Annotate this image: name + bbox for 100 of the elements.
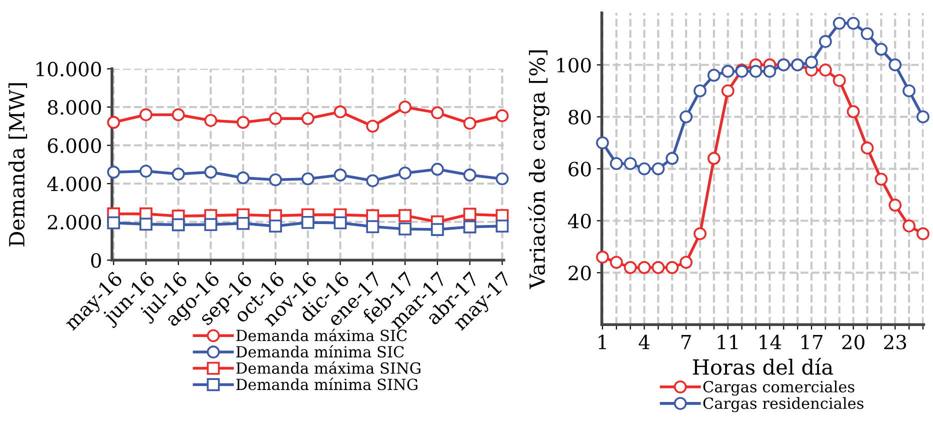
- point: [916, 227, 930, 240]
- point: [832, 74, 846, 87]
- x-tick-label: 17: [802, 334, 822, 350]
- point: [610, 157, 623, 170]
- point: [301, 172, 314, 186]
- point: [172, 218, 185, 232]
- y-tick-label: 2.000: [48, 214, 101, 230]
- y-tick-label: 4.000: [47, 176, 101, 192]
- point: [652, 162, 665, 176]
- point: [366, 220, 380, 234]
- y-tick-label: 8.000: [48, 100, 101, 115]
- point: [694, 84, 706, 98]
- x-tick-label: 20: [842, 334, 864, 350]
- point: [398, 100, 412, 114]
- point: [902, 84, 916, 98]
- x-tick-label: 1: [598, 334, 606, 350]
- point: [140, 164, 152, 178]
- legend-label: Cargas comerciales: [703, 380, 854, 396]
- y-tick-label: 6.000: [48, 138, 101, 154]
- y-tick-label: 10.000: [36, 62, 101, 76]
- point: [874, 172, 888, 186]
- point: [398, 222, 412, 236]
- point: [596, 250, 609, 264]
- legend-label: Demanda mínima SING: [236, 378, 418, 390]
- point: [846, 105, 860, 118]
- y-tick-label: 0: [91, 253, 101, 268]
- point: [624, 261, 637, 274]
- point: [269, 173, 282, 186]
- point: [874, 42, 888, 56]
- point: [140, 218, 152, 231]
- x-axis-title: Horas del día: [692, 358, 834, 375]
- point: [463, 220, 476, 234]
- legend-label: Cargas residenciales: [703, 397, 864, 412]
- point: [860, 27, 874, 40]
- point: [749, 64, 762, 78]
- point: [763, 64, 776, 78]
- point: [301, 216, 314, 229]
- point: [832, 16, 846, 30]
- point: [496, 109, 509, 122]
- legend-label: Demanda máxima SIC: [236, 328, 407, 342]
- point: [140, 108, 152, 122]
- point: [860, 142, 874, 154]
- point: [236, 171, 250, 184]
- point: [107, 216, 120, 230]
- point: [496, 220, 509, 233]
- point: [610, 256, 623, 269]
- x-tick-label: 11: [718, 334, 738, 350]
- point: [236, 216, 250, 230]
- legend-label: Demanda mínima SIC: [236, 345, 404, 358]
- point: [463, 168, 476, 182]
- point: [398, 209, 412, 222]
- point: [638, 162, 651, 176]
- point: [107, 116, 120, 129]
- point: [818, 64, 832, 77]
- point: [204, 166, 218, 179]
- x-tick-label: 23: [884, 334, 906, 350]
- point: [707, 68, 720, 82]
- point: [430, 223, 444, 236]
- point: [805, 56, 818, 69]
- point: [888, 58, 902, 72]
- point: [916, 110, 930, 124]
- point: [204, 218, 218, 232]
- point: [818, 35, 832, 48]
- point: [366, 174, 380, 188]
- y-tick-label: 60: [568, 162, 591, 176]
- point: [902, 219, 916, 232]
- point: [172, 108, 185, 122]
- x-tick-label: 7: [682, 334, 691, 350]
- point: [680, 110, 693, 124]
- point: [721, 64, 734, 78]
- point: [107, 166, 120, 179]
- point: [204, 114, 218, 127]
- point: [334, 168, 347, 182]
- x-tick-label: 14: [760, 334, 782, 350]
- point: [846, 16, 860, 30]
- point: [694, 227, 706, 240]
- point: [334, 105, 347, 118]
- point: [366, 120, 380, 133]
- y-axis-title: Demanda [MW]: [8, 83, 28, 246]
- point: [172, 168, 185, 181]
- point: [666, 152, 679, 165]
- point: [430, 162, 444, 176]
- point: [624, 157, 637, 170]
- y-tick-label: 100: [557, 58, 591, 73]
- point: [596, 136, 609, 150]
- legend-label: Demanda máxima SING: [236, 361, 420, 374]
- point: [638, 261, 651, 274]
- point: [463, 116, 476, 130]
- point: [888, 198, 902, 212]
- point: [269, 112, 282, 126]
- point: [236, 116, 250, 129]
- point: [666, 261, 679, 274]
- point: [398, 166, 412, 180]
- point: [721, 84, 734, 98]
- point: [652, 261, 665, 274]
- point: [707, 152, 720, 165]
- point: [430, 106, 444, 120]
- point: [463, 208, 476, 221]
- point: [496, 172, 509, 186]
- x-tick-label: 4: [638, 334, 650, 350]
